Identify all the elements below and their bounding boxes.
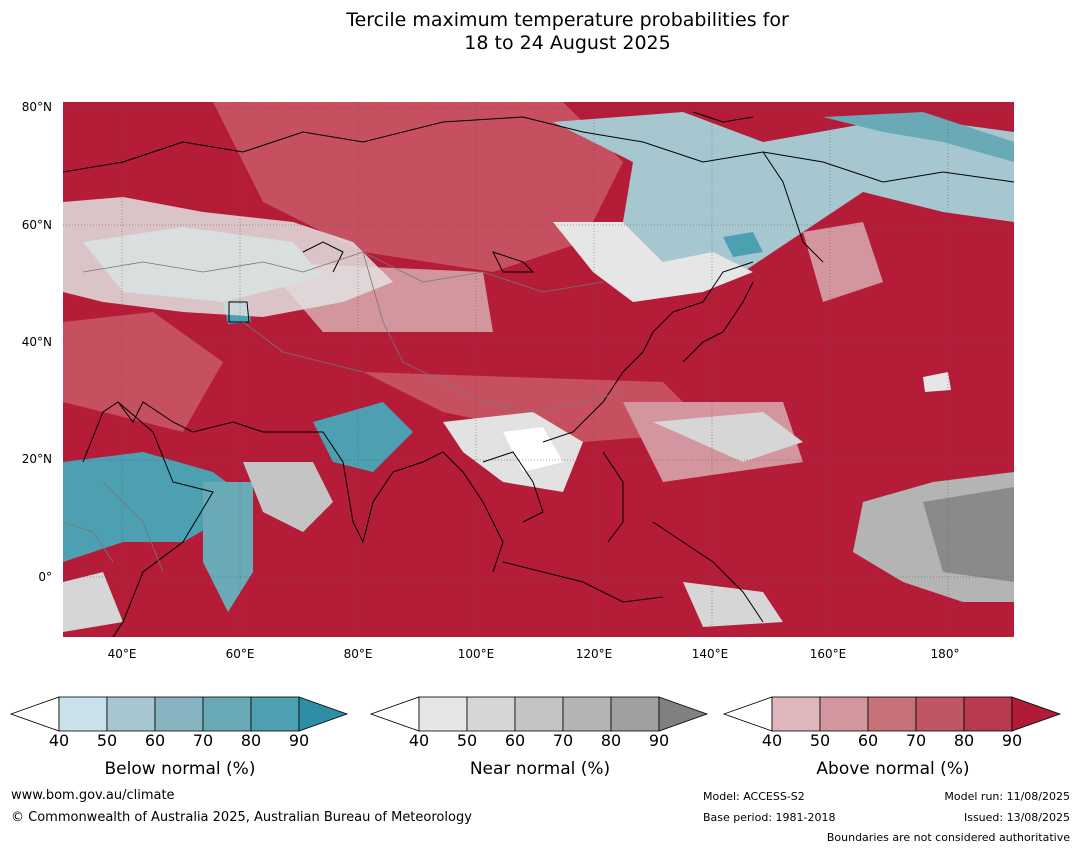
lon-label-160e: 160°E — [809, 647, 847, 661]
legend-near-extension-high — [658, 696, 709, 732]
legend-below-bin-80-90 — [250, 696, 300, 732]
legend-below-bin-40-50 — [58, 696, 108, 732]
below-normal-okhotsk — [723, 232, 763, 257]
legend-near-tick: 90 — [648, 731, 670, 750]
map-title: Tercile maximum temperature probabilitie… — [0, 9, 1081, 55]
lon-label-140e: 140°E — [691, 647, 729, 661]
legend-below-bin-50-60 — [106, 696, 156, 732]
legend-near-bin-80-90 — [610, 696, 660, 732]
below-normal-siberia — [553, 112, 1014, 272]
near-normal-manchuria — [553, 222, 753, 302]
legend-above-bin-40-50 — [771, 696, 821, 732]
legend-near-bin-60-70 — [514, 696, 564, 732]
probability-map-svg — [63, 102, 1014, 637]
lat-label-equator: 0° — [38, 570, 52, 584]
legend-near-bin-50-60 — [466, 696, 516, 732]
legend-above-bin-60-70 — [867, 696, 917, 732]
legend-above-tick: 80 — [953, 731, 975, 750]
legend-below-extension-low — [10, 696, 60, 732]
legend-near-colorbar — [370, 696, 709, 732]
issued-date: Issued: 13/08/2025 — [963, 811, 1070, 824]
below-normal-siberia-strong — [823, 112, 1014, 162]
copyright-notice: © Commonwealth of Australia 2025, Austra… — [11, 810, 472, 825]
legend-above-normal: 40 50 60 70 80 90 Above normal (%) — [723, 695, 1063, 785]
lon-label-80e: 80°E — [343, 647, 373, 661]
map-title-line-2: 18 to 24 August 2025 — [464, 32, 671, 54]
lon-label-120e: 120°E — [575, 647, 613, 661]
legend-below-tick: 70 — [192, 731, 214, 750]
near-normal-indochina-white — [503, 427, 563, 472]
legend-near-bin-70-80 — [562, 696, 612, 732]
legend-below-normal: 40 50 60 70 80 90 Below normal (%) — [10, 695, 350, 785]
below-normal-horn-of-africa — [63, 452, 253, 562]
near-normal-north-pacific-spot — [923, 372, 951, 392]
legend-above-tick: 50 — [809, 731, 831, 750]
graticule — [63, 102, 1014, 637]
lat-label-40n: 40°N — [21, 335, 52, 349]
near-normal-new-guinea — [683, 582, 783, 627]
lon-label-40e: 40°E — [107, 647, 137, 661]
legend-near-tick: 40 — [408, 731, 430, 750]
legend-below-bin-60-70 — [154, 696, 204, 732]
near-normal-pacific-strong — [923, 487, 1014, 582]
legend-above-tick: 70 — [905, 731, 927, 750]
legend-above-tick: 60 — [857, 731, 879, 750]
legend-below-tick: 80 — [240, 731, 262, 750]
legend-above-tick: 40 — [761, 731, 783, 750]
legend-near-extension-low — [370, 696, 420, 732]
lat-label-20n: 20°N — [21, 452, 52, 466]
legend-near-normal: 40 50 60 70 80 90 Near normal (%) — [370, 695, 710, 785]
legend-above-tick: 90 — [1001, 731, 1023, 750]
legend-above-bin-50-60 — [819, 696, 869, 732]
lat-label-80n: 80°N — [21, 100, 52, 114]
model-name: Model: ACCESS-S2 — [703, 790, 805, 803]
near-normal-central-africa — [63, 572, 123, 632]
above-normal-band-north — [213, 102, 623, 272]
lon-label-60e: 60°E — [225, 647, 255, 661]
legend-above-extension-low — [723, 696, 773, 732]
map-title-line-1: Tercile maximum temperature probabilitie… — [346, 9, 789, 31]
near-normal-philippine-sea — [653, 412, 803, 462]
legend-below-colorbar — [10, 696, 349, 732]
probability-map — [63, 102, 1014, 637]
legend-near-tick: 60 — [504, 731, 526, 750]
boundaries-disclaimer: Boundaries are not considered authoritat… — [826, 831, 1070, 844]
legend-near-tick: 80 — [600, 731, 622, 750]
legend-above-title: Above normal (%) — [816, 759, 970, 779]
legend-near-tick: 50 — [456, 731, 478, 750]
legend-above-colorbar — [723, 696, 1062, 732]
legend-below-extension-high — [298, 696, 349, 732]
legend-above-bin-80-90 — [963, 696, 1013, 732]
lat-label-60n: 60°N — [21, 218, 52, 232]
model-run-date: Model run: 11/08/2025 — [944, 790, 1070, 803]
above-normal-band-central — [363, 372, 713, 442]
legend-near-tick: 70 — [552, 731, 574, 750]
legend-near-title: Near normal (%) — [469, 759, 611, 779]
above-normal-band-kamchatka — [803, 222, 883, 302]
bom-url-link[interactable]: www.bom.gov.au/climate — [11, 788, 175, 803]
legend-below-title: Below normal (%) — [104, 759, 256, 779]
legend-below-bin-70-80 — [202, 696, 252, 732]
legend-above-extension-high — [1011, 696, 1062, 732]
below-normal-eastafrica — [203, 482, 253, 612]
legend-below-tick: 60 — [144, 731, 166, 750]
legend-above-bin-70-80 — [915, 696, 965, 732]
coastlines — [63, 111, 1014, 637]
legend-below-tick: 90 — [288, 731, 310, 750]
lon-label-100e: 100°E — [457, 647, 495, 661]
base-period: Base period: 1981-2018 — [703, 811, 836, 824]
legend-below-tick: 50 — [96, 731, 118, 750]
legend-below-tick: 40 — [48, 731, 70, 750]
country-borders — [63, 251, 624, 573]
legend-near-bin-40-50 — [418, 696, 468, 732]
lon-label-180: 180° — [930, 647, 960, 661]
near-normal-europe — [63, 197, 393, 317]
near-normal-arabian-sea — [243, 462, 333, 532]
